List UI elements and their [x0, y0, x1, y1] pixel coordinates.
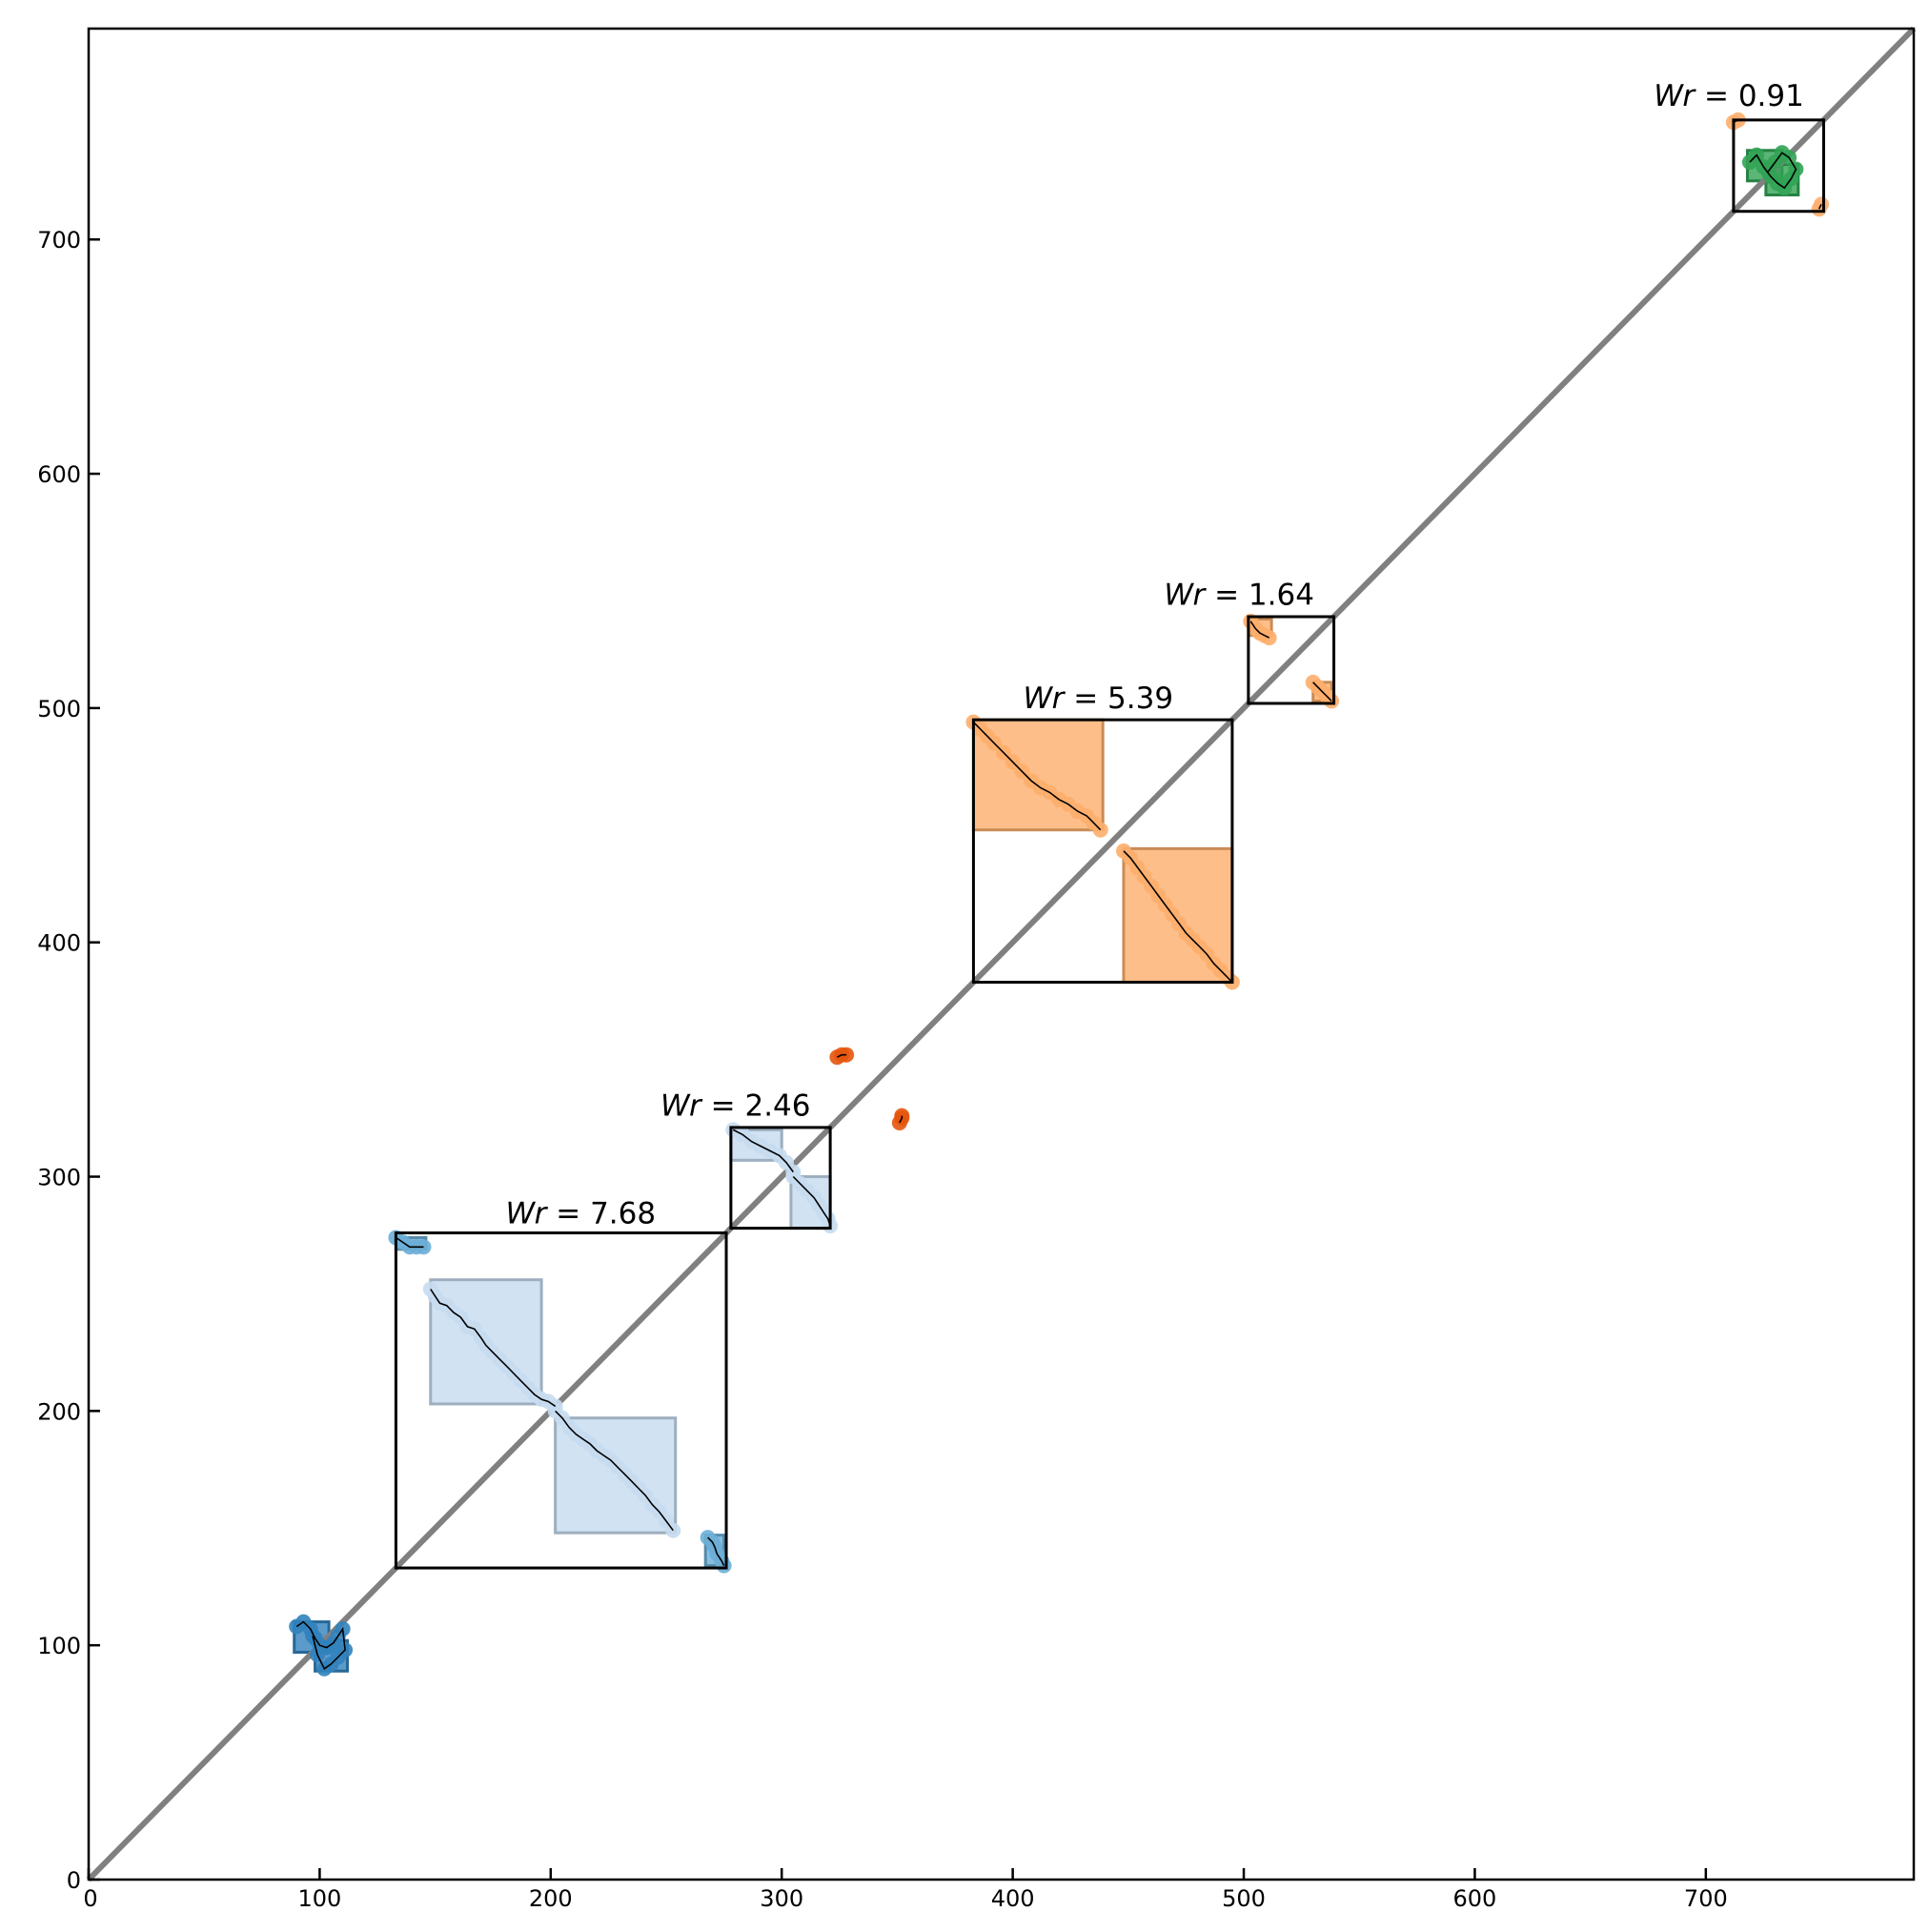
wr-annotation: Wr = 7.68	[506, 1197, 657, 1231]
series-trace	[295, 1620, 346, 1670]
y-tick-label: 300	[37, 1165, 81, 1191]
series-trace	[1312, 681, 1332, 702]
x-tick-label: 300	[760, 1885, 803, 1912]
series-trace	[555, 1410, 674, 1532]
wr-symbol: Wr	[1654, 79, 1696, 113]
wr-value: = 7.68	[546, 1197, 656, 1231]
series-trace	[837, 1053, 847, 1058]
wr-symbol: Wr	[1164, 579, 1207, 613]
series-trace	[707, 1536, 725, 1566]
y-tick-label: 500	[37, 696, 81, 722]
diagonal-line	[86, 26, 1917, 1882]
series-trace	[732, 1129, 794, 1173]
x-tick-label: 700	[1684, 1885, 1728, 1912]
wr-annotation: Wr = 0.91	[1654, 79, 1804, 113]
frame-box	[1732, 118, 1825, 214]
series-trace	[1749, 152, 1797, 190]
series-trace	[1123, 850, 1233, 984]
y-tick-label: 700	[37, 227, 81, 254]
y-tick-label: 400	[37, 930, 81, 957]
plot-frame	[87, 27, 1916, 1881]
wr-symbol: Wr	[506, 1197, 549, 1231]
y-tick-label: 100	[37, 1633, 81, 1659]
shaded-region-outline	[554, 1416, 678, 1535]
wr-annotation: Wr = 2.46	[660, 1089, 811, 1124]
axes: 0 100 200 300 400 500 600 700 0 100 200 300 400 500 60…	[37, 27, 1916, 1912]
wr-annotation: Wr = 5.39	[1024, 681, 1174, 716]
wr-symbol: Wr	[1024, 681, 1066, 716]
data-point	[716, 1557, 732, 1574]
frame-box	[1247, 615, 1336, 705]
wr-symbol: Wr	[660, 1089, 703, 1124]
series-trace	[1249, 620, 1270, 639]
data-point	[665, 1522, 681, 1538]
frame-box	[394, 1231, 728, 1570]
frame-box	[729, 1126, 832, 1230]
y-tick-label: 200	[37, 1398, 81, 1425]
wr-value: = 0.91	[1695, 79, 1804, 113]
wr-annotation: Wr = 1.64	[1164, 579, 1314, 613]
wr-value: = 1.64	[1205, 579, 1314, 613]
x-tick-label: 400	[991, 1885, 1035, 1912]
x-tick-label: 100	[297, 1885, 341, 1912]
shaded-region-outline	[429, 1278, 543, 1406]
wr-value: = 5.39	[1064, 681, 1173, 716]
data-point	[1261, 630, 1277, 646]
x-tick-label: 0	[83, 1885, 97, 1912]
series-trace	[792, 1175, 831, 1227]
wr-value: = 2.46	[701, 1089, 811, 1124]
series-trace	[899, 1115, 904, 1124]
y-tick-label: 0	[67, 1867, 81, 1894]
data-point	[1814, 196, 1830, 213]
frames	[394, 118, 1825, 1570]
y-tick-label: 600	[37, 461, 81, 488]
x-tick-label: 600	[1453, 1885, 1497, 1912]
diagonal-line-layer	[86, 26, 1917, 1882]
x-tick-label: 200	[529, 1885, 573, 1912]
data-traces	[295, 119, 1822, 1670]
x-tick-label: 500	[1222, 1885, 1266, 1912]
frame-box	[971, 718, 1234, 984]
series-trace	[972, 722, 1102, 831]
series-trace	[430, 1289, 557, 1408]
series-trace	[1817, 204, 1822, 210]
series-trace	[395, 1236, 424, 1249]
